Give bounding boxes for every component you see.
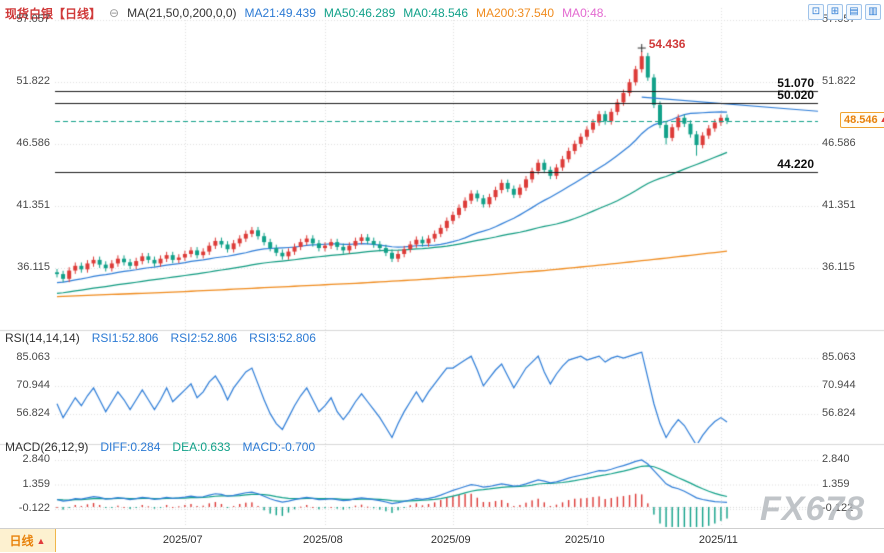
x-axis-label: 2025/11 (698, 534, 738, 546)
macd-values-group: DIFF:0.284 DEA:0.633 MACD:-0.700 (100, 440, 315, 454)
chart-toolbar: ⊡ ⊞ ▤ ▥ (808, 4, 881, 20)
x-axis-label: 2025/09 (430, 534, 471, 546)
macd-value-label: MACD:-0.700 (242, 440, 316, 454)
chart-header: 现货白银【日线】 ⊖ MA(21,50,0,200,0,0) MA21:49.4… (5, 4, 607, 22)
rsi-value-label: RSI1:52.806 (91, 331, 159, 345)
rsi-title: RSI(14,14,14) (5, 331, 80, 345)
ma-value-label: MA0:48. (562, 6, 607, 20)
rows-layout-icon[interactable]: ▤ (846, 4, 862, 20)
ma-value-label: MA21:49.439 (244, 6, 316, 20)
x-axis-label: 2025/08 (303, 534, 343, 546)
x-axis-label: 2025/07 (162, 534, 203, 546)
ma-value-label: MA50:46.289 (323, 6, 396, 20)
x-axis-label: 2025/10 (564, 534, 605, 546)
ma-values-group: MA21:49.439 MA50:46.289 MA0:48.546 MA200:37… (245, 6, 607, 20)
timeframe-dropdown-arrow-icon: ▲ (36, 535, 46, 546)
timeframe-tab-daily[interactable]: 日线 ▲ (0, 529, 56, 552)
rsi-indicator-header: RSI(14,14,14) RSI1:52.806 RSI2:52.806 RSI3… (5, 331, 316, 345)
current-price-value: 48.546 (844, 113, 878, 126)
time-axis-row: 日线 ▲ 2025/07 2025/08 2025/09 2025/10 2025/11 (0, 528, 884, 553)
macd-value-label: DEA:0.633 (172, 440, 231, 454)
ma-settings-label: MA(21,50,0,200,0,0) (127, 6, 237, 20)
rsi-value-label: RSI2:52.806 (170, 331, 238, 345)
rsi-values-group: RSI1:52.806 RSI2:52.806 RSI3:52.806 (92, 331, 316, 345)
timeframe-tab-label: 日线 (9, 534, 34, 548)
collapse-indicator-icon[interactable]: ⊖ (109, 6, 120, 20)
restore-window-icon[interactable]: ⊡ (808, 4, 824, 20)
grid-layout-icon[interactable]: ⊞ (827, 4, 843, 20)
ma-value-label: MA0:48.546 (403, 6, 468, 20)
columns-layout-icon[interactable]: ▥ (865, 4, 881, 20)
rsi-value-label: RSI3:52.806 (249, 331, 316, 345)
macd-value-label: DIFF:0.284 (100, 440, 161, 454)
current-price-badge: 48.546 ▲ (840, 111, 884, 128)
price-up-arrow-icon: ▲ (879, 115, 884, 125)
ma-value-label: MA200:37.540 (476, 6, 555, 20)
macd-indicator-header: MACD(26,12,9) DIFF:0.284 DEA:0.633 MACD:-0… (5, 440, 315, 454)
macd-title: MACD(26,12,9) (5, 440, 89, 454)
instrument-title: 现货白银【日线】 (5, 6, 102, 21)
